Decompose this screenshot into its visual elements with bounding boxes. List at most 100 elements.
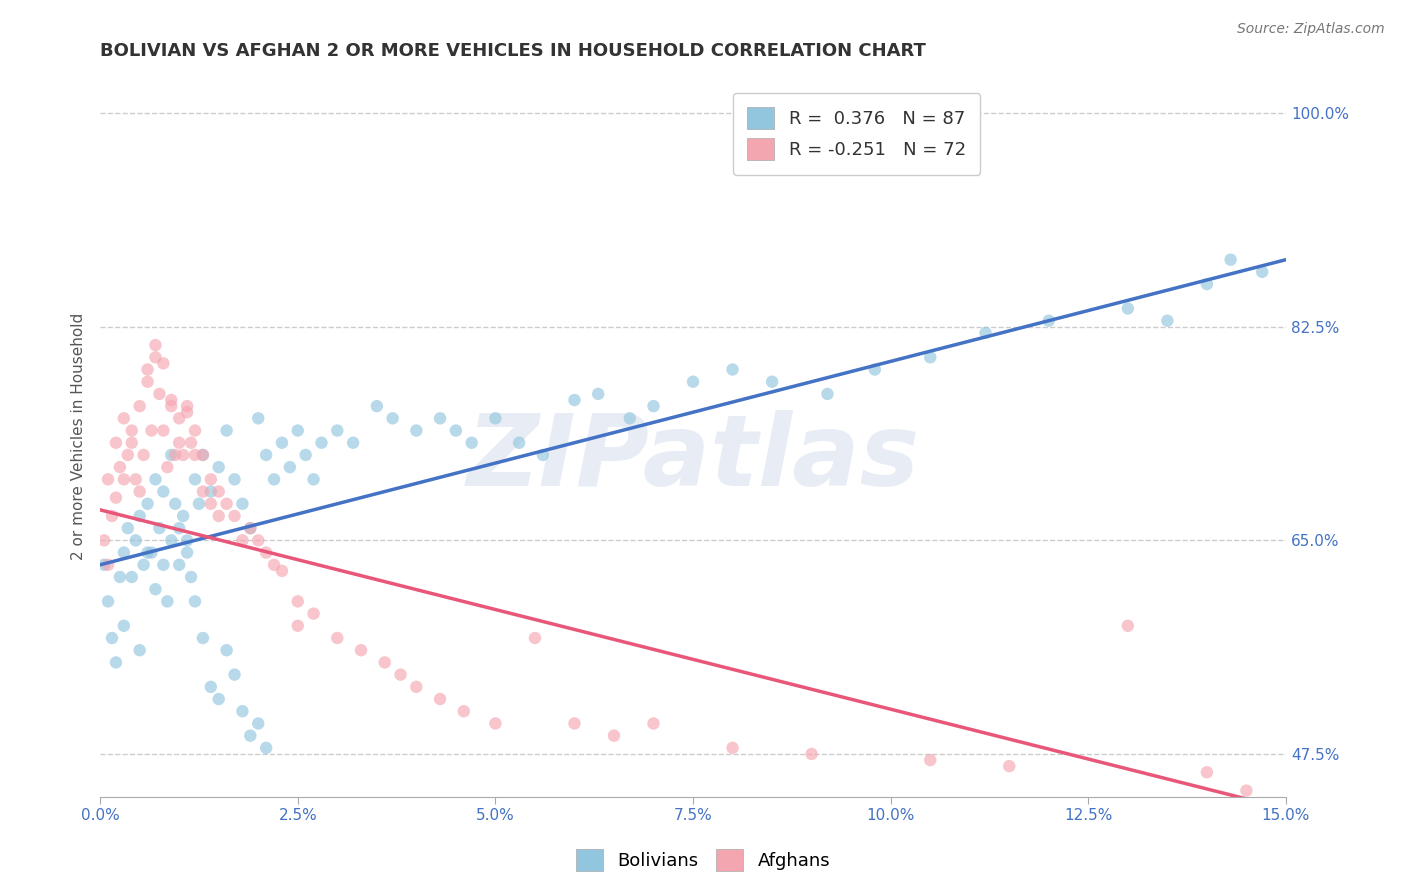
Point	[247, 716, 270, 731]
Point	[564, 392, 586, 407]
Point	[278, 460, 301, 475]
Point	[215, 424, 238, 438]
Point	[586, 387, 609, 401]
Point	[1219, 252, 1241, 267]
Point	[920, 351, 942, 365]
Point	[160, 392, 183, 407]
Point	[191, 448, 214, 462]
Point	[97, 594, 120, 608]
Point	[564, 716, 586, 731]
Point	[263, 472, 285, 486]
Point	[132, 448, 155, 462]
Point	[429, 411, 451, 425]
Legend: Bolivians, Afghans: Bolivians, Afghans	[568, 842, 838, 879]
Point	[156, 594, 179, 608]
Point	[187, 497, 209, 511]
Text: ZIPatlas: ZIPatlas	[467, 409, 920, 507]
Point	[160, 448, 183, 462]
Point	[271, 435, 294, 450]
Point	[165, 448, 187, 462]
Point	[721, 362, 744, 376]
Point	[136, 362, 159, 376]
Text: BOLIVIAN VS AFGHAN 2 OR MORE VEHICLES IN HOUSEHOLD CORRELATION CHART: BOLIVIAN VS AFGHAN 2 OR MORE VEHICLES IN…	[100, 42, 927, 60]
Point	[374, 656, 396, 670]
Point	[176, 405, 198, 419]
Point	[128, 643, 150, 657]
Point	[104, 491, 127, 505]
Point	[125, 533, 148, 548]
Point	[800, 747, 823, 761]
Point	[721, 740, 744, 755]
Point	[508, 435, 530, 450]
Point	[224, 508, 246, 523]
Point	[998, 759, 1021, 773]
Point	[112, 411, 135, 425]
Point	[1251, 265, 1274, 279]
Point	[132, 558, 155, 572]
Point	[208, 484, 231, 499]
Point	[136, 375, 159, 389]
Legend: R =  0.376   N = 87, R = -0.251   N = 72: R = 0.376 N = 87, R = -0.251 N = 72	[733, 93, 980, 175]
Point	[231, 704, 253, 718]
Point	[141, 545, 163, 559]
Point	[817, 387, 839, 401]
Point	[160, 533, 183, 548]
Point	[121, 570, 143, 584]
Point	[97, 558, 120, 572]
Point	[172, 448, 194, 462]
Point	[152, 356, 174, 370]
Point	[215, 497, 238, 511]
Point	[176, 533, 198, 548]
Point	[239, 729, 262, 743]
Point	[603, 729, 626, 743]
Point	[215, 643, 238, 657]
Point	[200, 497, 222, 511]
Point	[176, 545, 198, 559]
Point	[112, 472, 135, 486]
Point	[1116, 619, 1139, 633]
Point	[484, 411, 506, 425]
Point	[523, 631, 546, 645]
Point	[444, 424, 467, 438]
Point	[643, 716, 665, 731]
Point	[247, 411, 270, 425]
Point	[761, 375, 783, 389]
Point	[200, 484, 222, 499]
Point	[287, 424, 309, 438]
Point	[180, 435, 202, 450]
Point	[1195, 277, 1218, 291]
Point	[287, 619, 309, 633]
Point	[311, 435, 333, 450]
Point	[287, 594, 309, 608]
Point	[1038, 314, 1060, 328]
Point	[294, 448, 316, 462]
Point	[1116, 301, 1139, 316]
Point	[208, 508, 231, 523]
Point	[920, 753, 942, 767]
Point	[326, 424, 349, 438]
Point	[254, 545, 277, 559]
Point	[117, 448, 139, 462]
Point	[247, 533, 270, 548]
Point	[108, 460, 131, 475]
Point	[342, 435, 364, 450]
Point	[974, 326, 997, 340]
Point	[112, 545, 135, 559]
Point	[302, 472, 325, 486]
Point	[167, 521, 190, 535]
Point	[184, 448, 207, 462]
Point	[180, 570, 202, 584]
Point	[108, 570, 131, 584]
Point	[389, 667, 412, 681]
Point	[484, 716, 506, 731]
Point	[184, 424, 207, 438]
Point	[152, 424, 174, 438]
Point	[136, 497, 159, 511]
Point	[191, 448, 214, 462]
Point	[104, 656, 127, 670]
Point	[263, 558, 285, 572]
Point	[145, 351, 167, 365]
Point	[165, 497, 187, 511]
Point	[366, 399, 388, 413]
Y-axis label: 2 or more Vehicles in Household: 2 or more Vehicles in Household	[72, 313, 86, 560]
